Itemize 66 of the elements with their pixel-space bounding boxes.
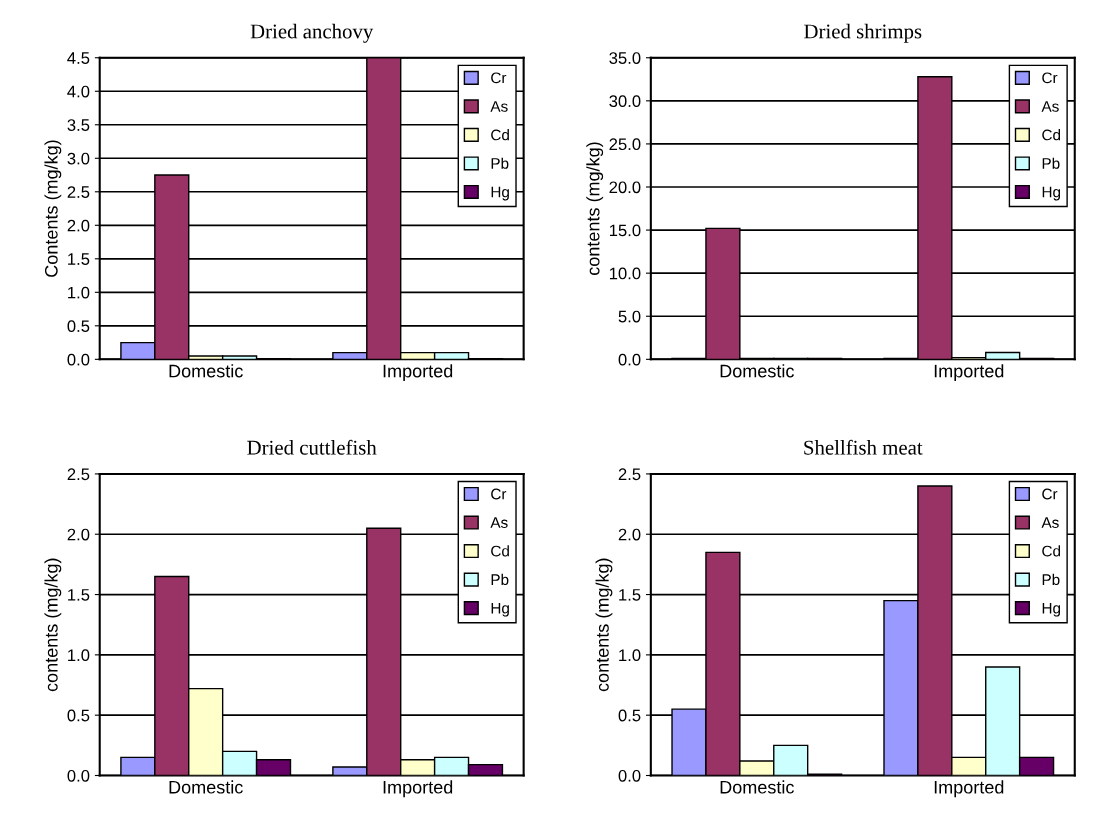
legend-label: As (490, 517, 508, 528)
legend-label: Hg (1042, 602, 1061, 617)
legend-label: Cd (1042, 545, 1061, 557)
legend-label: Cr (1042, 72, 1058, 84)
y-tick-label: 2.0 (618, 528, 641, 541)
y-tick-label: 3.5 (67, 119, 90, 131)
legend-label: Cd (491, 545, 509, 557)
y-tick-label: 0.5 (618, 709, 641, 722)
legend-label: Pb (491, 157, 509, 169)
y-tick-label: 2.5 (67, 186, 90, 198)
y-tick-label: 1.0 (619, 649, 641, 662)
legend-label: Hg (1042, 186, 1061, 201)
y-tick-label: 5.0 (618, 310, 641, 323)
y-tick-label: 30.0 (609, 95, 641, 108)
chart-title: Dried shrimps (804, 23, 922, 43)
legend-label: As (1041, 101, 1059, 112)
y-tick-label: 15.0 (609, 224, 641, 237)
y-tick-label: 3.0 (67, 152, 90, 165)
y-tick-label: 2.0 (67, 528, 90, 541)
y-tick-label: 1.0 (68, 649, 90, 662)
y-tick-label: 20.0 (609, 181, 641, 194)
x-tick-label: Domestic (720, 364, 794, 378)
x-tick-label: Domestic (169, 364, 243, 378)
y-tick-label: 0.0 (67, 769, 90, 782)
legend-label: Pb (491, 573, 509, 586)
legend-label: Cd (1042, 129, 1061, 141)
x-tick-label: Imported (934, 364, 1004, 382)
y-tick-label: 4.0 (67, 85, 90, 98)
legend-label: Hg (491, 602, 509, 617)
legend-label: Cr (1042, 488, 1058, 500)
chart-title: Dried anchovy (250, 23, 374, 43)
x-tick-label: Domestic (720, 780, 794, 794)
y-axis-title: contents (mg/kg) (44, 558, 62, 692)
y-axis-title: contents (mg/kg) (586, 142, 604, 275)
legend-label: Cd (491, 129, 509, 141)
y-tick-label: 35.0 (609, 52, 641, 64)
x-tick-label: Domestic (169, 780, 243, 794)
legend-label: As (490, 101, 508, 112)
x-tick-label: Imported (934, 780, 1004, 798)
y-tick-label: 1.0 (68, 286, 90, 299)
y-tick-label: 0.5 (67, 320, 90, 333)
x-tick-label: Imported (383, 364, 453, 382)
y-tick-label: 1.5 (68, 589, 90, 601)
legend-label: Hg (491, 186, 509, 201)
y-tick-label: 1.5 (619, 589, 641, 601)
y-tick-label: 2.5 (67, 468, 90, 481)
y-axis-title: Contents (mg/kg) (44, 140, 62, 277)
y-tick-label: 0.0 (618, 769, 641, 782)
legend-label: Cr (491, 72, 507, 84)
y-tick-label: 1.5 (68, 253, 90, 265)
y-tick-label: 2.5 (618, 468, 641, 481)
y-tick-label: 2.0 (67, 219, 90, 232)
y-tick-label: 4.5 (67, 52, 90, 64)
x-tick-label: Imported (383, 780, 453, 798)
legend-label: Cr (491, 488, 507, 500)
y-tick-label: 0.0 (618, 353, 641, 366)
legend-label: Pb (1042, 573, 1060, 586)
y-tick-label: 0.0 (67, 353, 90, 366)
y-tick-label: 10.0 (609, 267, 641, 280)
y-axis-title: contents (mg/kg) (595, 558, 613, 692)
legend-label: As (1041, 517, 1059, 528)
chart-title: Shellfish meat (804, 439, 923, 455)
legend-label: Pb (1042, 157, 1060, 169)
chart-title: Dried cuttlefish (247, 439, 377, 455)
y-tick-label: 0.5 (67, 709, 90, 722)
y-tick-label: 25.0 (609, 138, 641, 151)
